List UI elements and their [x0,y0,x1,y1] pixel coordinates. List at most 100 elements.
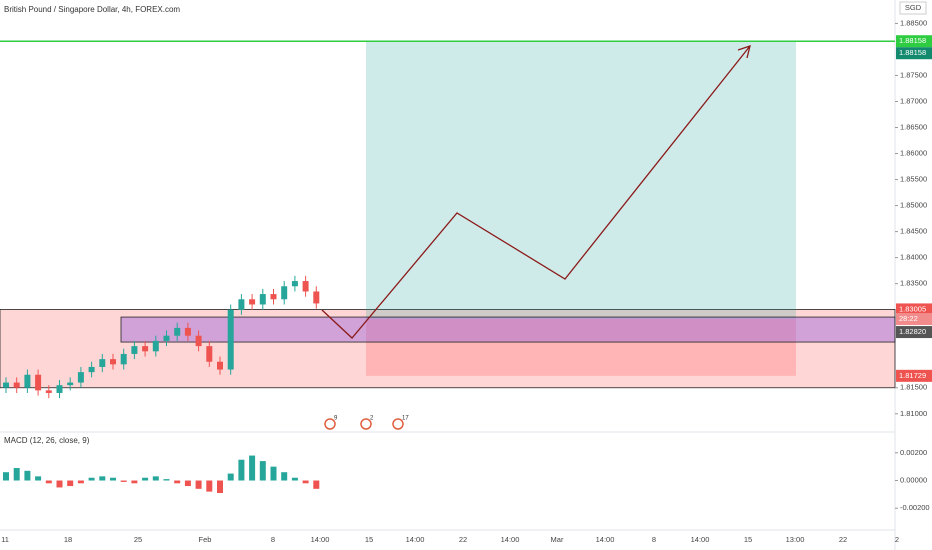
y-tick-label: 1.84500 [900,227,927,236]
x-tick-label: Feb [199,535,212,544]
candle-body [227,309,234,370]
macd-bar [131,480,138,484]
target-label-bg [896,35,932,48]
macd-tick-label: -0.00200 [900,503,930,512]
target-label-2: 1.88158 [899,48,926,57]
stop-zone [0,309,896,389]
x-tick-label: 14:00 [406,535,425,544]
x-tick-label: 14:00 [596,535,615,544]
x-tick-label: 22 [459,535,467,544]
macd-bar [217,480,223,493]
macd-bar [67,480,74,487]
candle-body [24,374,31,388]
event-count: 9 [334,416,338,422]
event-count: 17 [402,416,409,422]
x-tick-label: 11 [1,535,9,544]
countdown-label: 28:22 [899,314,918,323]
macd-bar [206,480,213,492]
y-tick-label: 1.86500 [900,123,927,132]
candle-body [3,382,9,388]
macd-bar [270,466,277,481]
candle-body [270,294,277,300]
macd-bar [88,477,95,481]
y-tick-label: 1.87000 [900,96,927,105]
candle-body [195,335,202,347]
candle-body [281,286,288,300]
macd-bar [35,476,42,481]
macd-bar [302,480,309,484]
candle-body [120,353,127,365]
candle-body [313,291,320,304]
candle-body [163,335,170,341]
candle-body [291,281,298,287]
candle-body [35,374,42,391]
entry-label: 1.83005 [899,304,926,313]
x-tick-label: 25 [134,535,142,544]
candle-body [13,382,20,388]
candle-body [152,340,159,352]
loss-zone [366,319,796,376]
macd-bar [13,468,20,481]
macd-bar [56,480,63,488]
countdown-label-bg [896,313,932,326]
candle-body [174,327,181,336]
macd-bar [77,480,84,484]
macd-bar [120,480,127,482]
y-tick-label: 1.81500 [900,383,927,392]
macd-bar [249,455,256,481]
candle-body [131,346,138,354]
target-label: 1.88158 [899,36,926,45]
x-tick-label: 15 [365,535,373,544]
stop-label: 1.81729 [899,371,926,380]
candle-body [142,346,149,352]
event-icon [324,418,336,430]
stop-label-bg [896,369,932,382]
candle-body [67,382,74,386]
macd-bar [184,480,191,487]
candle-body [206,346,213,362]
macd-bar [24,470,31,481]
macd-bar [3,472,9,481]
macd-bar [227,473,234,481]
macd-tick-label: 0.00000 [900,475,927,484]
candle-body [110,359,116,365]
x-tick-label: 14:00 [691,535,710,544]
event-count: 2 [370,416,374,422]
macd-bar [195,480,202,489]
x-tick-label: 13:00 [786,535,805,544]
candle-body [77,372,84,383]
currency: SGD [905,3,922,12]
macd-bar [152,476,159,481]
y-tick-label: 1.86000 [900,149,927,158]
x-tick-label: 8 [652,535,656,544]
zone-label: 1.82820 [899,327,926,336]
y-tick-label: 1.88500 [900,18,927,27]
currency-box [899,1,927,15]
x-tick-label: 2 [895,535,899,544]
x-tick-label: 14:00 [311,535,330,544]
x-tick-label: 8 [271,535,275,544]
target-label-2-bg [896,47,932,60]
candle-body [184,327,191,336]
projection-arrow [321,45,751,339]
candle-body [259,294,266,305]
macd-bar [110,477,116,481]
candle-body [99,359,106,367]
chart-title: British Pound / Singapore Dollar, 4h, FO… [4,5,180,14]
y-tick-label: 1.85500 [900,175,927,184]
macd-label: MACD (12, 26, close, 9) [4,436,90,445]
candle-body [302,281,309,292]
y-tick-label: 1.81000 [900,409,927,418]
candle-body [45,390,52,393]
macd-bar [313,480,320,489]
y-tick-label: 1.84000 [900,253,927,262]
macd-bar [259,461,266,481]
zone-label-bg [896,326,932,339]
macd-bar [142,477,149,481]
x-tick-label: 15 [744,535,752,544]
candle-body [238,299,245,310]
macd-bar [238,459,245,481]
event-icon [392,418,404,430]
